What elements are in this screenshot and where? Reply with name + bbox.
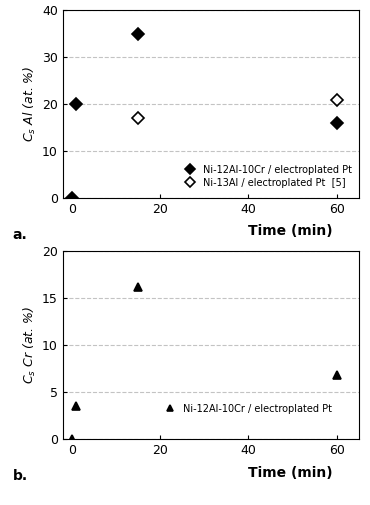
Legend: Ni-12Al-10Cr / electroplated Pt: Ni-12Al-10Cr / electroplated Pt <box>159 402 334 416</box>
Legend: Ni-12Al-10Cr / electroplated Pt, Ni-13Al / electroplated Pt  [5]: Ni-12Al-10Cr / electroplated Pt, Ni-13Al… <box>179 163 354 190</box>
Text: b.: b. <box>13 470 28 483</box>
Y-axis label: $C_s$ Al (at. %): $C_s$ Al (at. %) <box>22 66 38 142</box>
Text: Time (min): Time (min) <box>248 466 333 480</box>
Text: Time (min): Time (min) <box>248 224 333 238</box>
Y-axis label: $C_s$ Cr (at. %): $C_s$ Cr (at. %) <box>22 306 38 384</box>
Text: a.: a. <box>13 228 27 242</box>
